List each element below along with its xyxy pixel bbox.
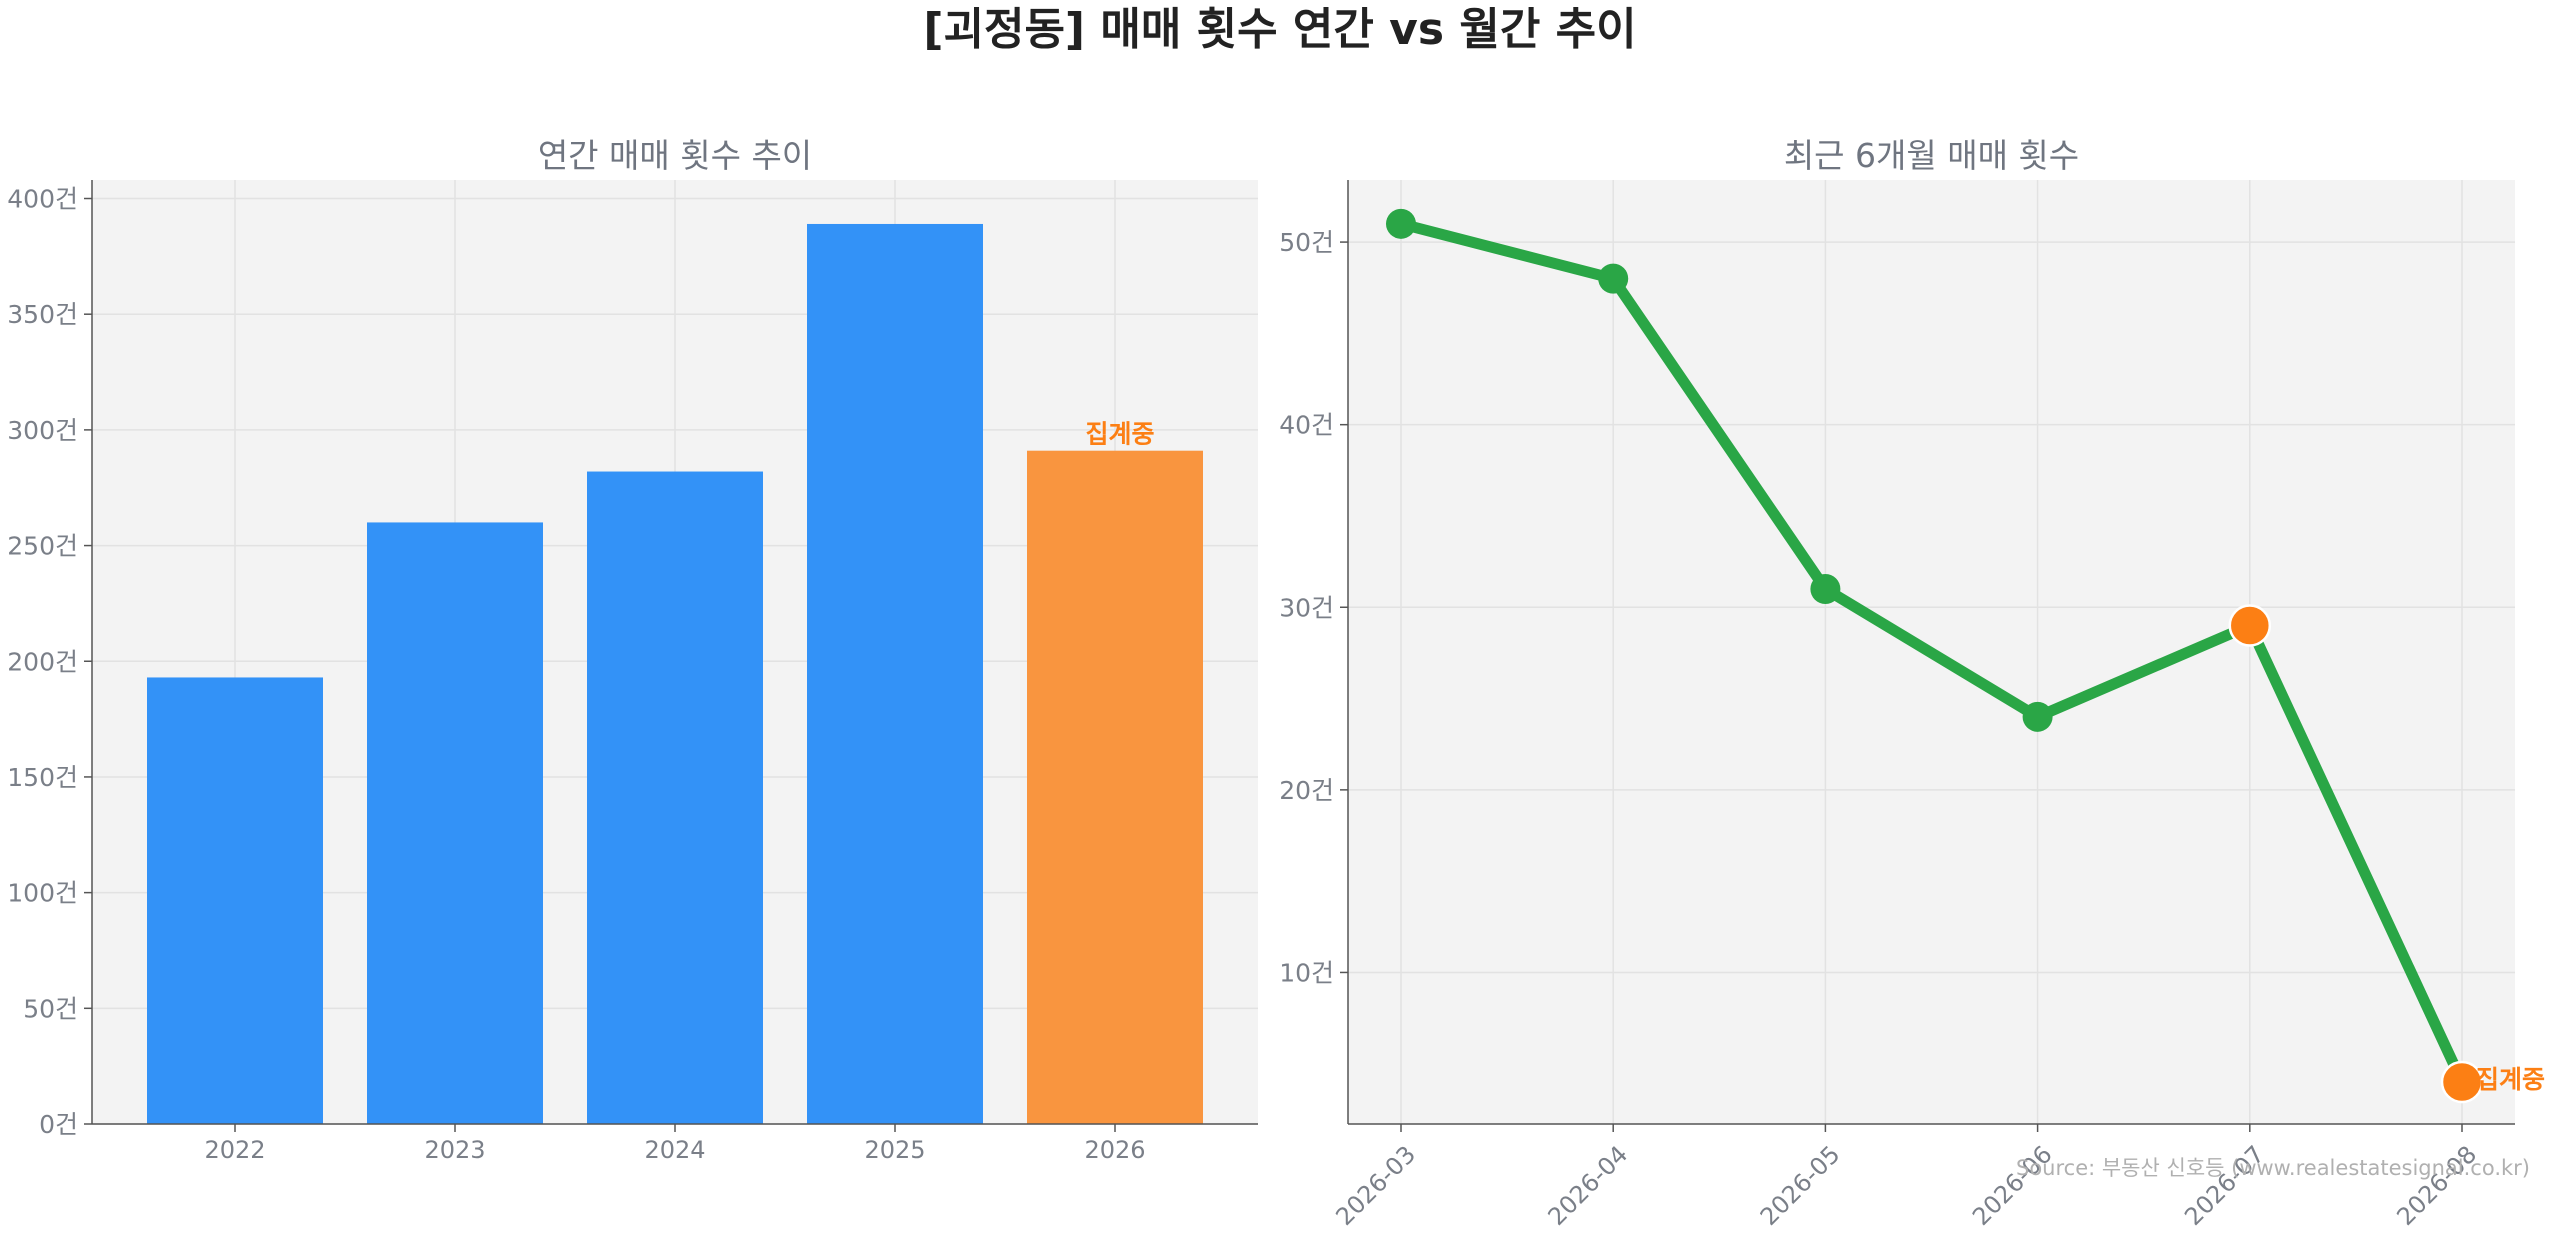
line-point-2026-06 [2022,701,2053,732]
line-axes [1347,180,2515,1125]
line-x-tick-label: 2026-06 [1967,1140,2058,1231]
bar-2026 [1027,450,1203,1124]
line-y-tick-label: 40건 [1279,411,1334,440]
bar-y-tick-label: 250건 [7,532,78,561]
bar-x-tick-label: 2025 [864,1136,925,1164]
bar-2023 [367,522,543,1124]
line-x-tick-label: 2026-03 [1330,1140,1421,1231]
line-point-2026-04 [1598,263,1629,294]
bar-x-tick-label: 2023 [424,1136,485,1164]
line-chart-title: 최근 6개월 매매 횟수 [1784,136,2079,175]
bar-y-tick-label: 100건 [7,879,78,908]
line-x-tick-label: 2026-04 [1543,1140,1634,1231]
line-annotation: 집계중 [2476,1065,2545,1094]
figure-title: [괴정동] 매매 횟수 연간 vs 월간 추이 [923,4,1637,55]
bar-y-ticks: 0건 50건 100건 150건 200건 250건 300건 350건 400건 [7,185,92,1139]
bar-y-tick-label: 400건 [7,185,78,214]
line-y-tick-label: 30건 [1279,593,1334,622]
line-point-2026-05 [1810,574,1841,605]
bar-x-tick-label: 2026 [1084,1136,1145,1164]
bar-chart-title: 연간 매매 횟수 추이 [538,136,812,175]
bar-y-tick-label: 150건 [7,763,78,792]
bar-marks [147,223,1203,1124]
bar-y-tick-label: 50건 [23,994,78,1023]
bar-2025 [807,223,983,1124]
monthly-line-chart: 10건 20건 30건 40건 50건 2026-03 2026-04 2026-05 202… [1279,136,2545,1231]
line-gridlines [1348,180,2515,1124]
bar-y-tick-label: 200건 [7,647,78,676]
line-y-tick-label: 10건 [1279,958,1334,987]
bar-2022 [147,677,323,1124]
bar-annotation: 집계중 [1085,420,1154,449]
bar-y-tick-label: 300건 [7,416,78,445]
bar-y-tick-label: 350건 [7,300,78,329]
line-x-tick-label: 2026-05 [1755,1140,1846,1231]
line-y-tick-label: 20건 [1279,776,1334,805]
line-y-tick-label: 50건 [1279,228,1334,257]
line-series [1395,218,2468,1088]
bar-x-tick-label: 2024 [644,1136,705,1164]
line-point-2026-03 [1386,208,1416,239]
line-point-2026-08 [2440,1060,2484,1104]
bar-y-tick-label: 0건 [39,1110,78,1139]
line-y-ticks: 10건 20건 30건 40건 50건 [1279,228,1348,987]
line-x-tick-label: 2026-08 [2391,1140,2482,1231]
bar-2024 [587,471,763,1124]
line-points [1386,208,2484,1104]
bar-x-tick-label: 2022 [204,1136,265,1164]
bar-x-ticks: 2022 2023 2024 2025 2026 [204,1124,1146,1164]
line-point-2026-07 [2228,604,2272,647]
source-credit: Source: 부동산 신호등 (www.realestatesignal.co… [2016,1156,2530,1180]
line-x-tick-label: 2026-07 [2179,1140,2270,1231]
